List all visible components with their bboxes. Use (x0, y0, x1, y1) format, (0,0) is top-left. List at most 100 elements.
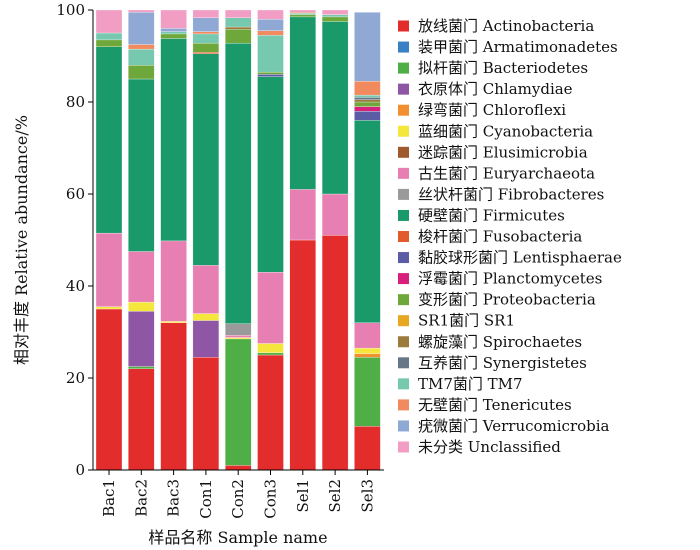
bar-segment (192, 31, 220, 35)
legend-item: 绿弯菌门 Chloroflexi (398, 101, 566, 119)
bar-segment (354, 426, 381, 471)
legend-item: 疣微菌门 Verrucomicrobia (398, 417, 610, 435)
bar-segment (128, 48, 155, 66)
bar-segment (257, 74, 284, 77)
bar-segment (160, 240, 187, 322)
bar-segment (257, 354, 284, 471)
y-tick-label: 80 (66, 93, 85, 111)
bar-segment (192, 9, 220, 18)
legend-label: 拟杆菌门 Bacteriodetes (418, 59, 588, 77)
bar-segment (257, 19, 284, 31)
bar-segment (225, 9, 252, 18)
bar-segment (160, 33, 187, 39)
bar-segment (192, 313, 220, 321)
legend-label: 迷踪菌门 Elusimicrobia (418, 143, 588, 161)
legend-label: 丝状杆菌门 Fibrobacteres (418, 185, 604, 203)
legend-label: 互养菌门 Synergistetes (418, 354, 587, 372)
bar-segment (95, 306, 123, 310)
bar-segment (192, 357, 220, 471)
bars-layer (95, 9, 381, 471)
bar-segment (192, 42, 220, 53)
y-ticks: 0 20 40 60 80 100 (56, 1, 93, 479)
legend-item: 黏胶球形菌门 Lentisphaerae (398, 249, 622, 267)
legend-swatch (398, 104, 409, 116)
legend-swatch (398, 294, 409, 306)
bar-stack-bac1 (95, 9, 123, 471)
legend: 放线菌门 Actinobacteria 装甲菌门 Armatimonadetes 拟… (398, 17, 622, 456)
bar-segment (225, 17, 252, 28)
bar-segment (321, 235, 349, 471)
bar-segment (192, 53, 220, 266)
bar-segment (160, 9, 187, 29)
bar-segment (354, 322, 381, 349)
y-tick-label: 60 (66, 185, 85, 203)
bar-segment (128, 311, 155, 367)
bar-segment (225, 465, 252, 471)
legend-item: 浮霉菌门 Planctomycetes (398, 270, 602, 288)
x-tick-label: Con2 (229, 479, 247, 519)
bar-segment (225, 42, 252, 324)
legend-item: 拟杆菌门 Bacteriodetes (398, 59, 588, 77)
bar-segment (128, 78, 155, 252)
bar-segment (354, 99, 381, 103)
y-tick-label: 40 (66, 277, 85, 295)
legend-swatch (398, 378, 409, 390)
bar-segment (289, 239, 316, 471)
x-tick-label: Sel3 (358, 479, 376, 513)
bar-segment (95, 232, 123, 307)
legend-label: 蓝细菌门 Cyanobacteria (418, 122, 593, 140)
bar-segment (354, 111, 381, 121)
bar-segment (289, 13, 316, 15)
bar-segment (257, 76, 284, 273)
bar-stack-sel1 (289, 9, 316, 471)
legend-label: TM7菌门 TM7 (418, 375, 523, 393)
bar-stack-con3 (257, 9, 284, 471)
legend-swatch (398, 20, 409, 32)
y-tick-label: 100 (56, 1, 85, 19)
bar-segment (192, 17, 220, 32)
legend-swatch (398, 209, 409, 221)
legend-label: 变形菌门 Proteobacteria (418, 291, 596, 309)
bar-segment (128, 12, 155, 45)
legend-item: SR1菌门 SR1 (398, 312, 515, 330)
legend-label: SR1菌门 SR1 (418, 312, 515, 330)
legend-item: 螺旋藻门 Spirochaetes (398, 333, 582, 351)
bar-segment (225, 323, 252, 336)
bar-stack-bac3 (160, 9, 187, 471)
x-tick-label: Sel1 (294, 479, 312, 513)
bar-segment (95, 46, 123, 234)
x-tick-label: Bac1 (100, 479, 118, 517)
legend-swatch (398, 146, 409, 158)
bar-segment (257, 35, 284, 73)
bar-segment (128, 9, 155, 13)
bar-segment (354, 120, 381, 323)
bar-segment (95, 9, 123, 34)
legend-item: 衣原体门 Chlamydiae (398, 80, 573, 98)
legend-item: 迷踪菌门 Elusimicrobia (398, 143, 588, 161)
legend-swatch (398, 125, 409, 137)
legend-item: 古生菌门 Euryarchaeota (398, 164, 595, 182)
legend-label: 古生菌门 Euryarchaeota (418, 164, 595, 182)
bar-stack-sel2 (321, 9, 349, 471)
legend-label: 硬壁菌门 Firmicutes (418, 206, 565, 224)
bar-stack-con1 (192, 9, 220, 471)
bar-segment (128, 368, 155, 471)
bar-segment (160, 321, 187, 323)
legend-item: 硬壁菌门 Firmicutes (398, 206, 565, 224)
legend-swatch (398, 315, 409, 327)
bar-segment (289, 16, 316, 190)
y-axis-title: 相对丰度 Relative abundance/% (12, 115, 31, 365)
legend-swatch (398, 273, 409, 285)
bar-segment (321, 193, 349, 236)
bar-segment (257, 30, 284, 36)
legend-swatch (398, 62, 409, 74)
bar-segment (257, 272, 284, 344)
y-tick-label: 0 (75, 461, 85, 479)
bar-segment (160, 31, 187, 35)
bar-segment (354, 347, 381, 354)
bar-segment (289, 189, 316, 241)
legend-swatch (398, 420, 409, 432)
legend-label: 放线菌门 Actinobacteria (418, 17, 594, 35)
bar-segment (321, 9, 349, 15)
